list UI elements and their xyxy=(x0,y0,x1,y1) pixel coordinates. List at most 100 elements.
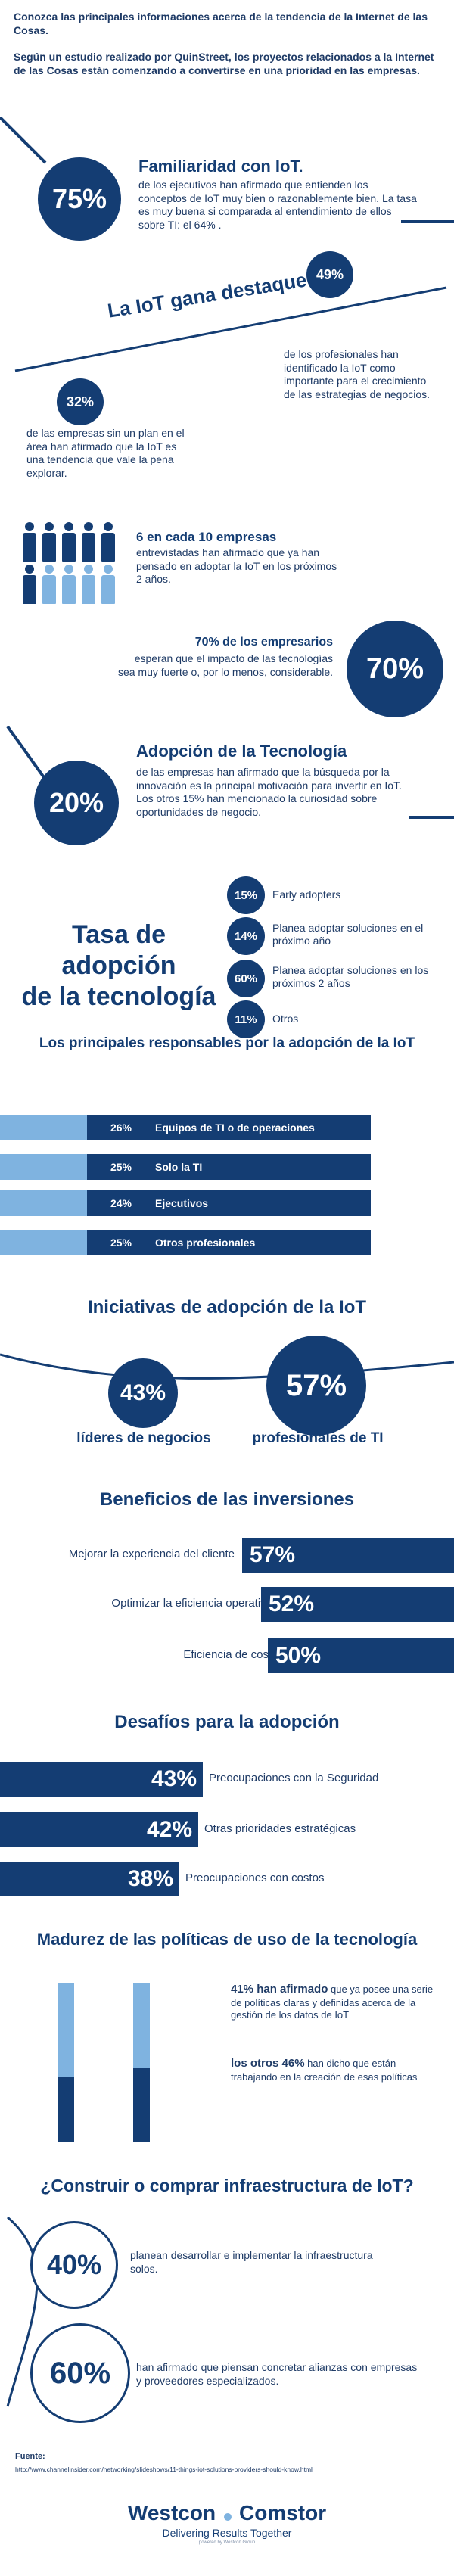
setenta-text: esperan que el impacto de las tecnología… xyxy=(117,652,333,678)
setenta-pct-circle: 70% xyxy=(347,621,443,717)
brand-logo: Westcon Comstor Delivering Results Toget… xyxy=(0,2501,454,2545)
responsables-pct-1: 26% xyxy=(110,1122,132,1134)
person-icon xyxy=(62,565,76,604)
responsables-bar-light-1 xyxy=(0,1115,87,1140)
responsables-bar-dark-4: 25% Otros profesionales xyxy=(87,1230,371,1255)
desafios-pct-2: 42% xyxy=(146,1817,192,1842)
madurez-bar-a xyxy=(58,1983,74,2142)
person-icon xyxy=(101,565,115,604)
iniciativas-a-pct: 43% xyxy=(120,1380,166,1405)
desafios-label-2: Otras prioridades estratégicas xyxy=(204,1822,356,1835)
tasa-title: Tasa de adopción de la tecnología xyxy=(17,919,221,1012)
destaque-text-a: de los profesionales han identificado la… xyxy=(284,348,431,400)
person-icon xyxy=(42,522,56,562)
adopcion-pct: 20% xyxy=(48,787,104,818)
responsables-bar-light-2 xyxy=(0,1154,87,1180)
destaque-pct-b: 32% xyxy=(66,394,95,409)
tasa-label-1: Early adopters xyxy=(272,888,341,901)
familiaridad-title: Familiaridad con IoT. xyxy=(138,157,303,176)
desafios-title: Desafíos para la adopción xyxy=(114,1712,340,1732)
madurez-bar-b xyxy=(133,1983,150,2142)
familiaridad-pct-circle: 75% xyxy=(38,157,121,241)
desafios-label-3: Preocupaciones con costos xyxy=(185,1871,325,1884)
responsables-pct-4: 25% xyxy=(110,1237,132,1249)
construir-b-text: han afirmado que piensan concretar alian… xyxy=(136,2361,418,2387)
beneficios-bar-3: 50% xyxy=(268,1638,454,1673)
adopcion-line xyxy=(6,725,454,819)
madurez-bar-a-fill xyxy=(58,2077,74,2142)
person-icon xyxy=(42,565,56,604)
people-icons xyxy=(23,522,129,605)
iniciativas-b-circle: 57% xyxy=(266,1336,366,1436)
destaque-text-b: de las empresas sin un plan en el área h… xyxy=(26,427,185,479)
brand-tagline: Delivering Results Together xyxy=(162,2527,292,2539)
madurez-bar-b-fill xyxy=(133,2068,150,2142)
responsables-label-1: Equipos de TI o de operaciones xyxy=(155,1122,315,1134)
adopcion-text: de las empresas han afirmado que la búsq… xyxy=(136,766,402,818)
iniciativas-title: Iniciativas de adopción de la IoT xyxy=(87,1297,367,1318)
tasa-pct-3: 60% xyxy=(227,960,265,997)
construir-a-circle: 40% xyxy=(30,2221,118,2309)
tasa-title-line2: de la tecnología xyxy=(21,982,216,1011)
intro-line1: Conozca las principales informaciones ac… xyxy=(14,11,428,36)
responsables-label-4: Otros profesionales xyxy=(155,1237,256,1249)
responsables-pct-3: 24% xyxy=(110,1197,132,1209)
responsables-bar-light-3 xyxy=(0,1190,87,1216)
seis-title: 6 en cada 10 empresas xyxy=(136,530,277,544)
beneficios-pct-1: 57% xyxy=(250,1542,296,1567)
desafios-pct-1: 43% xyxy=(151,1766,197,1791)
beneficios-bar-1: 57% xyxy=(242,1538,454,1573)
desafios-label-1: Preocupaciones con la Seguridad xyxy=(209,1772,379,1784)
iniciativas-curve xyxy=(0,1353,454,1380)
source-url[interactable]: http://www.channelinsider.com/networking… xyxy=(15,2466,313,2473)
madurez-text-a: 41% han afirmado que ya posee una serie … xyxy=(231,1983,435,2021)
adopcion-title: Adopción de la Tecnología xyxy=(136,742,347,761)
brand-sub: powered by Westcon Group xyxy=(198,2540,256,2545)
responsables-row-1: 26% Equipos de TI o de operaciones xyxy=(0,1115,371,1140)
person-icon xyxy=(23,522,36,562)
tasa-pct-4: 11% xyxy=(227,1000,265,1038)
responsables-bar-dark-2: 25% Solo la TI xyxy=(87,1154,371,1180)
person-icon xyxy=(62,522,76,562)
destaque-line xyxy=(14,286,447,372)
tasa-label-4: Otros xyxy=(272,1013,299,1025)
beneficios-label-2: Optimizar la eficiencia operativa xyxy=(111,1597,272,1610)
construir-line xyxy=(6,2217,39,2407)
madurez-bars xyxy=(58,1983,224,2157)
tasa-pct-2: 14% xyxy=(227,917,265,955)
person-icon xyxy=(82,522,95,562)
beneficios-pct-2: 52% xyxy=(269,1591,315,1616)
beneficios-label-1: Mejorar la experiencia del cliente xyxy=(68,1548,235,1560)
setenta-title: 70% de los empresarios xyxy=(194,636,333,649)
beneficios-label-3: Eficiencia de costos xyxy=(183,1648,284,1661)
familiaridad-pct: 75% xyxy=(51,183,107,214)
responsables-title: Los principales responsables por la adop… xyxy=(39,1035,415,1051)
tasa-title-line1: Tasa de adopción xyxy=(61,920,176,980)
source-label: Fuente: xyxy=(15,2452,45,2461)
responsables-label-3: Ejecutivos xyxy=(155,1197,209,1209)
intro-line2: Según un estudio realizado por QuinStree… xyxy=(14,51,434,76)
madurez-a-strong: 41% han afirmado xyxy=(231,1983,328,1996)
responsables-row-3: 24% Ejecutivos xyxy=(0,1190,371,1216)
madurez-b-text: han dicho que están trabajando en la cre… xyxy=(231,2058,418,2083)
iniciativas-b-label: profesionales de TI xyxy=(252,1430,384,1446)
destaque-pct-a-circle: 49% xyxy=(306,251,353,298)
seis-text: entrevistadas han afirmado que ya han pe… xyxy=(136,546,337,585)
desafios-bar-3: 38% xyxy=(0,1862,179,1896)
person-icon xyxy=(23,565,36,604)
intro: Conozca las principales informaciones ac… xyxy=(14,11,437,77)
responsables-bar-dark-3: 24% Ejecutivos xyxy=(87,1190,371,1216)
brand-left: Westcon xyxy=(127,2501,216,2525)
person-icon xyxy=(82,565,95,604)
person-icon xyxy=(101,522,115,562)
destaque-pct-b-circle: 32% xyxy=(57,378,104,425)
iniciativas-b-pct: 57% xyxy=(285,1368,347,1402)
brand-right: Comstor xyxy=(238,2501,327,2525)
destaque-pct-a: 49% xyxy=(316,266,344,282)
desafios-pct-3: 38% xyxy=(127,1866,173,1891)
decorative-line xyxy=(0,117,454,223)
adopcion-pct-circle: 20% xyxy=(34,761,119,845)
construir-a-text: planean desarrollar e implementar la inf… xyxy=(130,2249,373,2275)
familiaridad-text: de los ejecutivos han afirmado que entie… xyxy=(138,179,417,231)
beneficios-title: Beneficios de las inversiones xyxy=(99,1489,355,1510)
